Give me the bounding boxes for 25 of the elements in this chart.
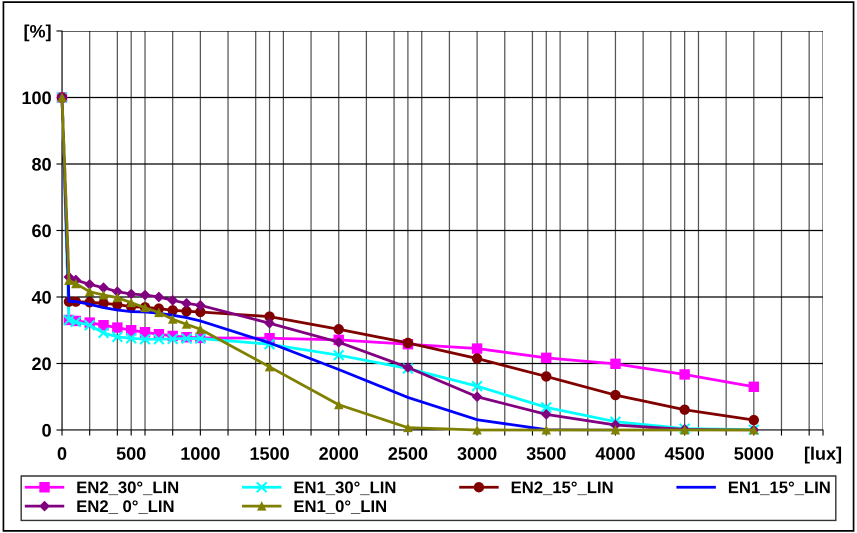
y-tick-label: [%] (24, 24, 51, 42)
x-tick-label: 500 (116, 447, 146, 460)
y-tick-label: 20 (32, 357, 51, 370)
x-tick-label: 1000 (181, 447, 220, 460)
x-tick-label: 3000 (457, 447, 496, 460)
legend-label: EN2_30°_LIN (77, 481, 178, 496)
x-tick-label: [lux] (804, 446, 842, 464)
y-tick-label: 0 (42, 424, 51, 437)
x-tick-label: 4000 (596, 447, 635, 460)
y-tick-label: 100 (22, 91, 51, 104)
x-tick-label: 2500 (388, 447, 428, 460)
x-tick-label: 5000 (734, 447, 774, 460)
legend-label: EN1_15°_LIN (728, 481, 830, 496)
x-tick-label: 4500 (664, 447, 704, 460)
legend-label: EN2_15°_LIN (512, 481, 612, 496)
y-tick-label: 80 (32, 158, 51, 171)
y-tick-label: 40 (32, 290, 51, 304)
x-tick-label: 1500 (250, 447, 289, 460)
y-tick-label: 60 (32, 224, 51, 238)
x-tick-label: 2000 (319, 447, 358, 460)
legend-label: EN2_ 0°_LIN (77, 500, 174, 514)
legend-label: EN1_0°_LIN (294, 500, 386, 514)
x-tick-label: 0 (58, 447, 66, 460)
legend-label: EN1_30°_LIN (294, 481, 396, 496)
x-tick-label: 3500 (526, 447, 566, 460)
